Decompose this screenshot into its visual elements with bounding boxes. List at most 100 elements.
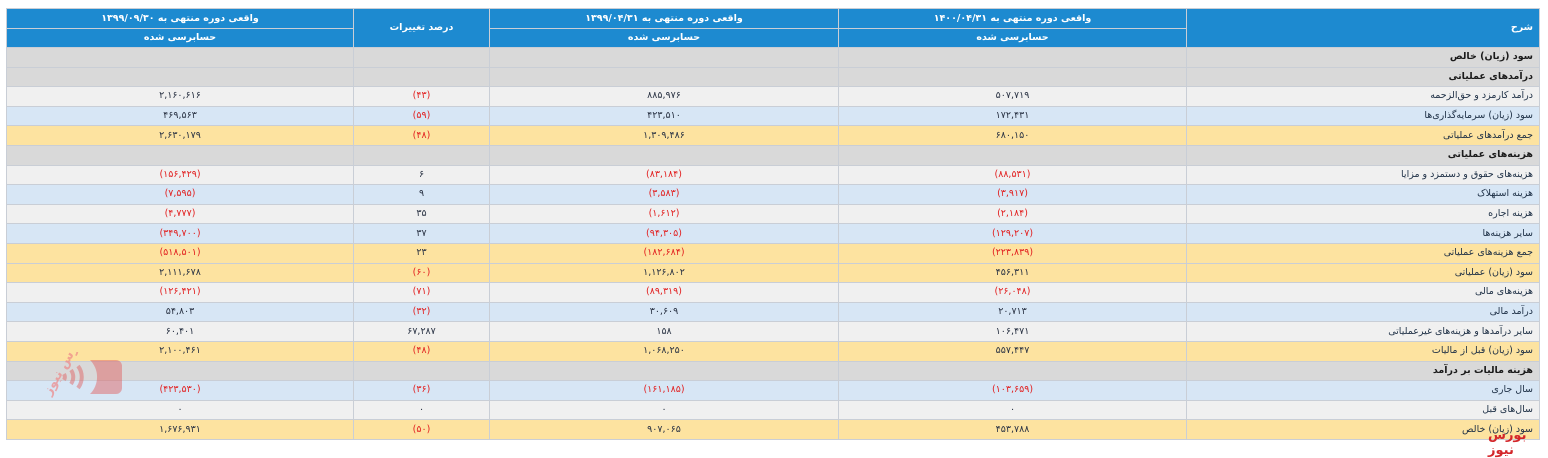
value-1399-04: (۳,۵۸۳) <box>489 184 839 205</box>
row-label: درآمدهای عملیاتی <box>1186 66 1540 88</box>
value-1400-04 <box>838 66 1187 88</box>
row-label: هزینه‌های حقوق و دستمزد و مزایا <box>1186 164 1540 186</box>
value-1399-09: ۲,۶۳۰,۱۷۹ <box>6 125 354 146</box>
header-change-percent: درصد تغییرات <box>353 8 490 48</box>
change-percent: ۶۷,۲۸۷ <box>353 321 490 342</box>
value-1399-09: (۱۵۶,۴۲۹) <box>6 164 354 186</box>
table-row: هزینه‌های مالی (۲۶,۰۴۸) (۸۹,۳۱۹) (۷۱) (۱۲۶,۴… <box>6 282 1540 303</box>
value-1399-09: ۴۶۹,۵۶۳ <box>6 105 354 127</box>
value-1399-09: ۱,۶۷۶,۹۳۱ <box>6 419 354 440</box>
table-body: سود (زیان) خالص درآمدهای عملیاتی درآمد کار… <box>6 47 1540 440</box>
watermark: بورس نیوز <box>1488 428 1527 458</box>
row-label: درآمد کارمزد و حق‌الزحمه <box>1186 86 1540 107</box>
value-1400-04: ۰ <box>838 399 1187 421</box>
value-1399-09 <box>6 66 354 88</box>
table-row: سال جاری (۱۰۳,۶۵۹) (۱۶۱,۱۸۵) (۳۶) (۴۲۳,۵۳۰) <box>6 380 1540 401</box>
value-1399-09: (۴,۷۷۷) <box>6 203 354 225</box>
row-label: درآمد مالی <box>1186 301 1540 323</box>
row-label: هزینه اجاره <box>1186 203 1540 225</box>
value-1399-09 <box>6 360 354 382</box>
value-1399-09: (۳۴۹,۷۰۰) <box>6 223 354 244</box>
value-1399-04: (۸۳,۱۸۴) <box>489 164 839 186</box>
change-percent: ۰ <box>353 399 490 421</box>
value-1400-04: (۲,۱۸۴) <box>838 203 1187 225</box>
value-1400-04: ۵۰۷,۷۱۹ <box>838 86 1187 107</box>
change-percent <box>353 66 490 88</box>
total-row: سود (زیان) عملیاتی ۴۵۶,۳۱۱ ۱,۱۲۶,۸۰۲ (۶۰) ۲,… <box>6 262 1540 284</box>
header-sharh: شرح <box>1186 8 1540 48</box>
section-row: درآمدهای عملیاتی <box>6 66 1540 88</box>
value-1399-09: (۴۲۳,۵۳۰) <box>6 380 354 401</box>
row-label: هزینه‌های مالی <box>1186 282 1540 303</box>
value-1400-04: ۴۵۶,۳۱۱ <box>838 262 1187 284</box>
change-percent: (۳۲) <box>353 301 490 323</box>
total-row: جمع درآمدهای عملیاتی ۶۸۰,۱۵۰ ۱,۳۰۹,۴۸۶ (۴۸)… <box>6 125 1540 146</box>
bourse-news-logo: بورس نیوز <box>40 352 122 399</box>
table-row: هزینه اجاره (۲,۱۸۴) (۱,۶۱۲) ۳۵ (۴,۷۷۷) <box>6 203 1540 225</box>
value-1400-04: (۲۶,۰۴۸) <box>838 282 1187 303</box>
value-1400-04: (۳,۹۱۷) <box>838 184 1187 205</box>
value-1399-04: ۱,۳۰۹,۴۸۶ <box>489 125 839 146</box>
change-percent: ۳۷ <box>353 223 490 244</box>
header-period-1399-09: واقعی دوره منتهی به ۱۳۹۹/۰۹/۳۰ <box>6 8 354 29</box>
change-percent: (۳۶) <box>353 380 490 401</box>
value-1399-04: ۳۰,۶۰۹ <box>489 301 839 323</box>
change-percent: (۵۹) <box>353 105 490 127</box>
row-label: سایر هزینه‌ها <box>1186 223 1540 244</box>
row-label: سال‌های قبل <box>1186 399 1540 421</box>
value-1399-04: (۱۶۱,۱۸۵) <box>489 380 839 401</box>
row-label: هزینه مالیات بر درآمد <box>1186 360 1540 382</box>
audited-label-2: حسابرسی شده <box>489 28 839 48</box>
value-1400-04: (۱۰۳,۶۵۹) <box>838 380 1187 401</box>
change-percent: (۴۳) <box>353 86 490 107</box>
row-label: سال جاری <box>1186 380 1540 401</box>
value-1399-04: ۴۲۳,۵۱۰ <box>489 105 839 127</box>
value-1399-04 <box>489 144 839 166</box>
header-row: شرح واقعی دوره منتهی به ۱۴۰۰/۰۴/۳۱ واقعی… <box>6 8 1540 48</box>
financial-table: شرح واقعی دوره منتهی به ۱۴۰۰/۰۴/۳۱ واقعی… <box>6 8 1540 440</box>
value-1399-04: (۱,۶۱۲) <box>489 203 839 225</box>
value-1400-04: ۱۷۲,۴۳۱ <box>838 105 1187 127</box>
header-period-1400: واقعی دوره منتهی به ۱۴۰۰/۰۴/۳۱ <box>838 8 1187 29</box>
value-1399-04: ۰ <box>489 399 839 421</box>
value-1400-04 <box>838 360 1187 382</box>
section-row: هزینه‌های عملیاتی <box>6 144 1540 166</box>
value-1399-09: ۲,۱۱۱,۶۷۸ <box>6 262 354 284</box>
row-label: سود (زیان) قبل از مالیات <box>1186 340 1540 362</box>
value-1399-04 <box>489 360 839 382</box>
value-1399-09: (۷,۵۹۵) <box>6 184 354 205</box>
table-row: درآمد مالی ۲۰,۷۱۳ ۳۰,۶۰۹ (۳۲) ۵۴,۸۰۳ <box>6 301 1540 323</box>
value-1399-09: ۰ <box>6 399 354 421</box>
change-percent: (۵۰) <box>353 419 490 440</box>
value-1400-04: ۲۰,۷۱۳ <box>838 301 1187 323</box>
audited-label-1: حسابرسی شده <box>838 28 1187 48</box>
row-label: سود (زیان) سرمایه‌گذاری‌ها <box>1186 105 1540 127</box>
change-percent: ۶ <box>353 164 490 186</box>
row-label: هزینه استهلاک <box>1186 184 1540 205</box>
table-row: درآمد کارمزد و حق‌الزحمه ۵۰۷,۷۱۹ ۸۸۵,۹۷۶ (۴… <box>6 86 1540 107</box>
value-1399-09: ۵۴,۸۰۳ <box>6 301 354 323</box>
value-1399-04: ۱۵۸ <box>489 321 839 342</box>
table-row: هزینه استهلاک (۳,۹۱۷) (۳,۵۸۳) ۹ (۷,۵۹۵) <box>6 184 1540 205</box>
row-label: سود (زیان) خالص <box>1186 419 1540 440</box>
header-subrow: حسابرسی شده حسابرسی شده حسابرسی شده <box>6 28 1540 48</box>
row-label: جمع درآمدهای عملیاتی <box>1186 125 1540 146</box>
change-percent: ۳۵ <box>353 203 490 225</box>
change-percent: (۴۸) <box>353 125 490 146</box>
row-label: سایر درآمدها و هزینه‌های غیرعملیاتی <box>1186 321 1540 342</box>
value-1400-04: ۵۵۷,۴۴۷ <box>838 340 1187 362</box>
value-1400-04: ۶۸۰,۱۵۰ <box>838 125 1187 146</box>
audited-label-3: حسابرسی شده <box>6 28 354 48</box>
table-row: سال‌های قبل ۰ ۰ ۰ ۰ <box>6 399 1540 421</box>
value-1400-04 <box>838 47 1187 68</box>
table-row: سایر هزینه‌ها (۱۲۹,۲۰۷) (۹۴,۳۰۵) ۳۷ (۳۴۹,۷۰۰… <box>6 223 1540 244</box>
change-percent <box>353 47 490 68</box>
change-percent: ۲۳ <box>353 242 490 264</box>
change-percent: (۶۰) <box>353 262 490 284</box>
change-percent: ۹ <box>353 184 490 205</box>
row-label: سود (زیان) عملیاتی <box>1186 262 1540 284</box>
value-1399-09: ۶۰,۴۰۱ <box>6 321 354 342</box>
value-1399-04 <box>489 47 839 68</box>
table-row: هزینه‌های حقوق و دستمزد و مزایا (۸۸,۵۳۱)(… <box>6 164 1540 186</box>
value-1399-09: (۵۱۸,۵۰۱) <box>6 242 354 264</box>
